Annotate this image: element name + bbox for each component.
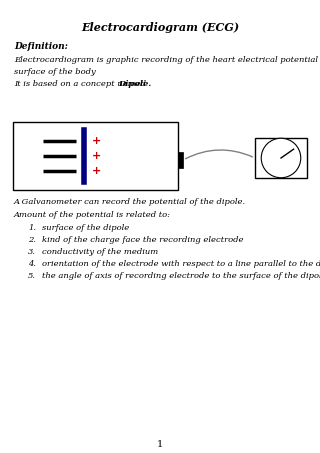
- Text: Dipole.: Dipole.: [118, 80, 151, 88]
- Text: +: +: [92, 151, 101, 161]
- Circle shape: [261, 138, 301, 178]
- Text: 4.: 4.: [28, 260, 36, 268]
- Text: 2.: 2.: [28, 236, 36, 244]
- Text: Electrocardiogram is graphic recording of the heart electrical potential spread : Electrocardiogram is graphic recording o…: [14, 56, 320, 64]
- Text: A Galvanometer can record the potential of the dipole.: A Galvanometer can record the potential …: [14, 198, 246, 206]
- Text: Definition:: Definition:: [14, 42, 68, 51]
- Text: orientation of the electrode with respect to a line parallel to the dipole: orientation of the electrode with respec…: [42, 260, 320, 268]
- Text: Electrocardiogram (ECG): Electrocardiogram (ECG): [81, 22, 239, 33]
- Bar: [178, 152, 183, 168]
- Text: 5.: 5.: [28, 272, 36, 280]
- Text: +: +: [92, 136, 101, 146]
- Text: conductivity of the medium: conductivity of the medium: [42, 248, 158, 256]
- Text: 3.: 3.: [28, 248, 36, 256]
- Text: It is based on a concept named: It is based on a concept named: [14, 80, 148, 88]
- Bar: [255, 138, 307, 178]
- Text: 1.: 1.: [28, 224, 36, 232]
- Text: surface of the body: surface of the body: [14, 68, 96, 76]
- Text: surface of the dipole: surface of the dipole: [42, 224, 129, 232]
- Bar: [13, 122, 178, 190]
- Text: kind of the charge face the recording electrode: kind of the charge face the recording el…: [42, 236, 244, 244]
- Text: the angle of axis of recording electrode to the surface of the dipole: the angle of axis of recording electrode…: [42, 272, 320, 280]
- Text: Amount of the potential is related to:: Amount of the potential is related to:: [14, 211, 171, 219]
- Text: +: +: [92, 166, 101, 176]
- Text: 1: 1: [157, 440, 163, 449]
